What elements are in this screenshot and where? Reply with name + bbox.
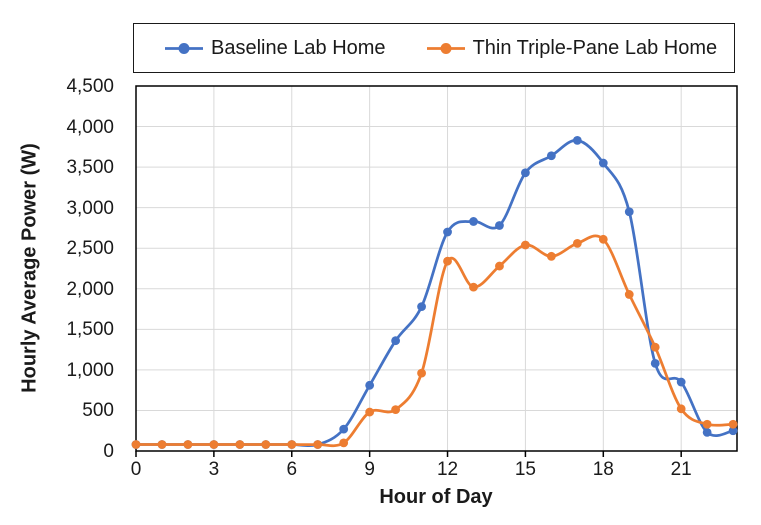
data-point-marker-1 <box>261 440 271 449</box>
data-point-marker-0 <box>546 151 556 161</box>
plot-border <box>135 85 738 452</box>
series-line-0 <box>134 138 735 448</box>
data-point-marker-1 <box>131 440 141 449</box>
x-tick-label: 12 <box>436 459 459 480</box>
x-tick-label: 21 <box>670 459 692 480</box>
data-point-marker-1 <box>572 238 582 248</box>
data-point-marker-0 <box>521 168 530 178</box>
data-point-marker-0 <box>598 158 608 168</box>
data-point-marker-1 <box>495 261 504 271</box>
data-point-marker-1 <box>546 251 556 261</box>
data-point-marker-0 <box>702 427 712 437</box>
legend-label-triple-pane: Thin Triple-Pane Lab Home <box>472 36 718 59</box>
x-tick-label: 15 <box>514 459 536 480</box>
y-tick-label: 3,500 <box>66 157 114 179</box>
y-tick-label: 1,500 <box>66 319 114 341</box>
data-point-marker-1 <box>676 404 686 414</box>
data-point-marker-1 <box>650 342 660 352</box>
x-tick-label: 0 <box>130 459 142 480</box>
data-point-marker-1 <box>702 419 712 429</box>
legend-marker-baseline-icon <box>165 42 203 54</box>
data-point-marker-0 <box>417 302 426 312</box>
y-tick-label: 2,500 <box>66 238 114 260</box>
data-point-marker-1 <box>469 282 478 292</box>
x-tick-label: 18 <box>592 459 614 480</box>
data-point-marker-1 <box>417 368 426 378</box>
data-point-marker-1 <box>624 290 634 299</box>
legend-entry-triple-pane[interactable]: Thin Triple-Pane Lab Home <box>426 36 718 60</box>
data-point-marker-1 <box>365 407 375 417</box>
data-point-marker-1 <box>728 419 738 429</box>
y-tick-label: 0 <box>103 441 114 462</box>
y-tick-label: 1,000 <box>66 359 114 381</box>
data-point-marker-0 <box>728 426 738 436</box>
y-tick-label: 2,000 <box>66 278 114 300</box>
data-point-marker-1 <box>313 440 323 449</box>
data-point-marker-0 <box>443 227 452 237</box>
data-point-marker-0 <box>650 359 660 368</box>
data-point-marker-0 <box>339 424 349 434</box>
legend: Baseline Lab Home Thin Triple-Pane Lab H… <box>133 23 735 73</box>
data-point-marker-1 <box>443 256 452 266</box>
data-point-marker-1 <box>598 234 608 244</box>
data-point-marker-0 <box>391 336 401 346</box>
x-axis-title: Hour of Day <box>379 486 493 508</box>
legend-entry-baseline[interactable]: Baseline Lab Home <box>164 37 386 60</box>
data-point-marker-0 <box>495 221 504 230</box>
data-point-marker-1 <box>157 440 167 449</box>
data-point-marker-1 <box>521 240 530 250</box>
data-point-marker-0 <box>676 377 686 387</box>
y-axis-title: Hourly Average Power (W) <box>18 143 41 393</box>
data-point-marker-1 <box>287 440 297 449</box>
data-point-marker-0 <box>365 380 375 390</box>
legend-marker-triple-pane-icon <box>426 42 465 54</box>
data-point-marker-0 <box>572 135 582 145</box>
y-tick-label: 500 <box>82 400 114 422</box>
data-point-marker-0 <box>469 217 478 226</box>
x-tick-label: 3 <box>208 459 220 480</box>
data-point-marker-1 <box>183 440 193 449</box>
y-tick-label: 4,500 <box>66 76 114 97</box>
x-tick-label: 6 <box>286 459 298 480</box>
data-point-marker-1 <box>235 440 245 449</box>
x-tick-label: 9 <box>364 459 375 480</box>
legend-label-baseline: Baseline Lab Home <box>211 36 386 59</box>
y-tick-label: 3,000 <box>66 197 114 219</box>
data-point-marker-1 <box>209 440 219 449</box>
y-tick-label: 4,000 <box>66 116 114 138</box>
data-point-marker-0 <box>624 207 634 217</box>
data-point-marker-1 <box>339 438 349 448</box>
data-point-marker-1 <box>391 405 401 415</box>
